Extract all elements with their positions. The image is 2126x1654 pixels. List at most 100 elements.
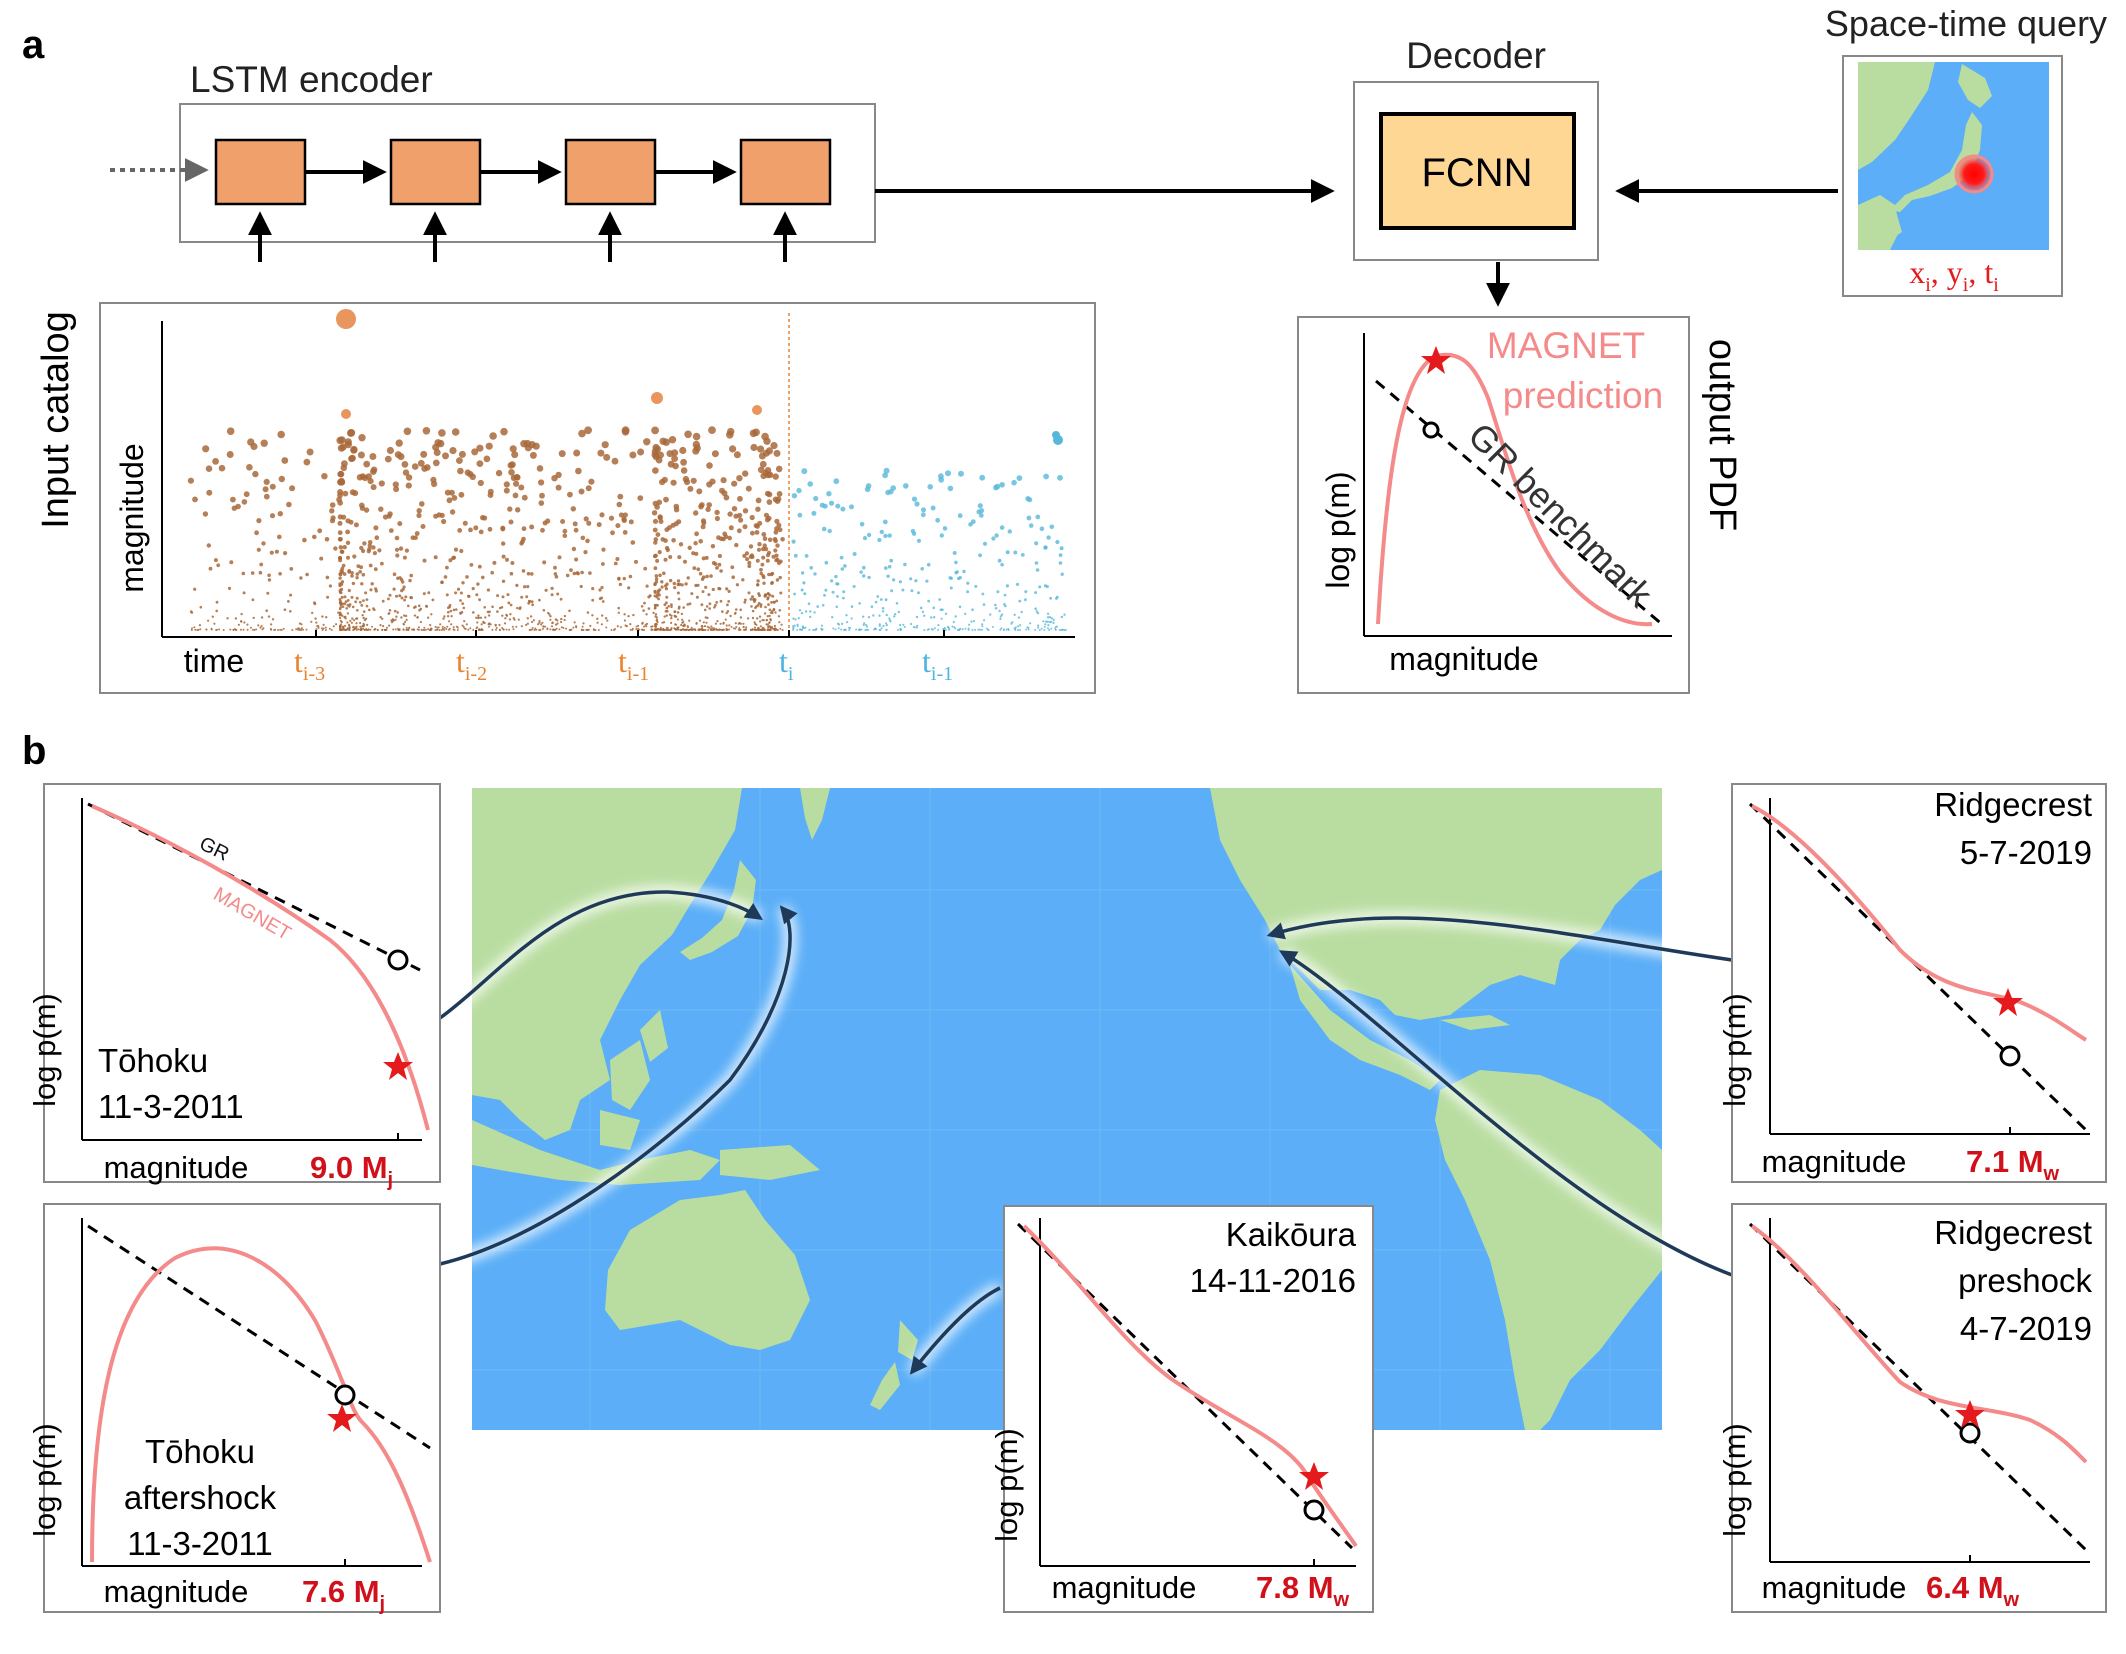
magnet-star xyxy=(1993,988,2023,1016)
catalog-event-dot xyxy=(821,604,825,607)
event-xlabel: magnitude xyxy=(1762,1570,1907,1605)
catalog-event-dot xyxy=(674,623,677,626)
catalog-event-dot xyxy=(1064,629,1067,631)
catalog-event-dot xyxy=(642,609,645,612)
catalog-event-dot xyxy=(747,591,751,595)
catalog-event-dot xyxy=(796,625,799,628)
catalog-event-dot xyxy=(353,522,359,528)
catalog-event-dot xyxy=(339,625,342,628)
catalog-event-dot xyxy=(886,574,890,578)
catalog-event-dot xyxy=(884,566,888,570)
catalog-event-dot xyxy=(1043,545,1048,550)
catalog-event-dot xyxy=(598,597,602,601)
catalog-event-dot xyxy=(348,629,351,631)
catalog-event-dot xyxy=(530,628,533,631)
catalog-event-dot xyxy=(882,519,888,525)
catalog-event-dot xyxy=(654,577,659,581)
catalog-event-dot xyxy=(369,628,372,631)
catalog-event-dot xyxy=(472,629,475,631)
catalog-event-dot xyxy=(1013,613,1016,616)
catalog-event-dot xyxy=(931,628,934,631)
catalog-event-dot xyxy=(405,482,412,489)
catalog-event-dot xyxy=(350,621,353,624)
catalog-event-dot xyxy=(751,628,754,631)
catalog-event-dot xyxy=(703,608,707,612)
catalog-event-dot xyxy=(800,612,804,615)
catalog-event-dot xyxy=(350,574,354,578)
catalog-event-dot xyxy=(315,621,318,624)
event-date: 5-7-2019 xyxy=(1960,834,2092,871)
catalog-event-dot xyxy=(416,512,422,519)
catalog-event-dot xyxy=(351,617,354,620)
time-tick-label: ti-1 xyxy=(618,643,649,685)
catalog-event-dot xyxy=(362,541,367,546)
catalog-event-dot xyxy=(387,511,393,517)
catalog-event-dot xyxy=(1047,624,1050,627)
catalog-event-dot xyxy=(278,475,285,483)
catalog-event-dot xyxy=(1059,546,1064,551)
catalog-event-dot xyxy=(690,477,697,484)
catalog-event-dot xyxy=(940,617,943,620)
catalog-event-dot xyxy=(1054,626,1057,628)
catalog-event-dot xyxy=(416,616,419,619)
catalog-event-dot xyxy=(381,599,385,603)
catalog-event-dot xyxy=(910,589,914,593)
catalog-event-dot xyxy=(555,471,562,479)
catalog-event-dot xyxy=(813,611,816,614)
catalog-event-dot xyxy=(340,580,345,584)
catalog-event-dot xyxy=(317,627,320,629)
catalog-event-dot xyxy=(713,627,716,630)
catalog-event-dot xyxy=(339,603,343,607)
catalog-event-dot xyxy=(589,624,592,628)
catalog-event-dot xyxy=(414,531,420,536)
catalog-event-dot xyxy=(842,590,846,594)
catalog-event-dot xyxy=(338,576,342,580)
catalog-event-dot xyxy=(882,624,885,628)
catalog-event-dot xyxy=(1049,596,1052,600)
query-box xyxy=(1842,55,2063,297)
catalog-event-dot xyxy=(241,571,246,576)
catalog-event-dot xyxy=(487,614,491,617)
catalog-event-dot xyxy=(369,588,373,592)
catalog-event-dot xyxy=(804,610,808,613)
event-panel-kaikoura: log p(m) Kaikōura 14-11-2016 magnitude 7… xyxy=(989,1205,1374,1613)
catalog-event-dot xyxy=(680,612,684,616)
catalog-event-dot xyxy=(362,627,365,630)
catalog-event-dot xyxy=(735,583,740,587)
catalog-event-dot xyxy=(358,600,362,604)
catalog-event-dot xyxy=(420,450,428,458)
catalog-event-dot xyxy=(541,627,544,630)
catalog-event-dot xyxy=(770,442,778,450)
catalog-event-dot xyxy=(928,628,930,631)
catalog-event-dot xyxy=(450,615,453,618)
catalog-event-dot xyxy=(761,532,767,537)
catalog-event-dot xyxy=(370,484,377,491)
catalog-event-dot xyxy=(405,474,413,481)
catalog-event-dot xyxy=(709,574,713,578)
catalog-event-dot xyxy=(531,620,534,624)
magnet-star xyxy=(327,1404,357,1432)
catalog-event-dot xyxy=(678,605,681,609)
catalog-event-dot xyxy=(342,545,347,550)
catalog-event-dot xyxy=(359,621,362,625)
catalog-event-dot xyxy=(943,627,946,630)
catalog-event-dot xyxy=(555,627,558,630)
catalog-event-dot xyxy=(451,556,456,560)
catalog-event-dot xyxy=(374,589,378,593)
catalog-event-dot xyxy=(617,606,620,610)
catalog-event-dot xyxy=(660,585,664,589)
catalog-event-dot xyxy=(615,557,620,561)
catalog-event-dot xyxy=(755,506,761,512)
catalog-event-dot xyxy=(211,615,214,618)
catalog-event-dot xyxy=(775,578,780,582)
catalog-event-dot xyxy=(978,553,982,558)
catalog-event-dot xyxy=(670,603,673,607)
catalog-event-dot xyxy=(754,530,760,535)
catalog-event-dot xyxy=(471,448,479,456)
catalog-event-dot xyxy=(667,605,670,608)
catalog-event-dot xyxy=(646,622,649,625)
catalog-event-dot xyxy=(271,618,275,621)
catalog-event-dot xyxy=(762,536,768,541)
catalog-event-dot xyxy=(582,622,585,625)
catalog-event-dot xyxy=(660,580,664,584)
